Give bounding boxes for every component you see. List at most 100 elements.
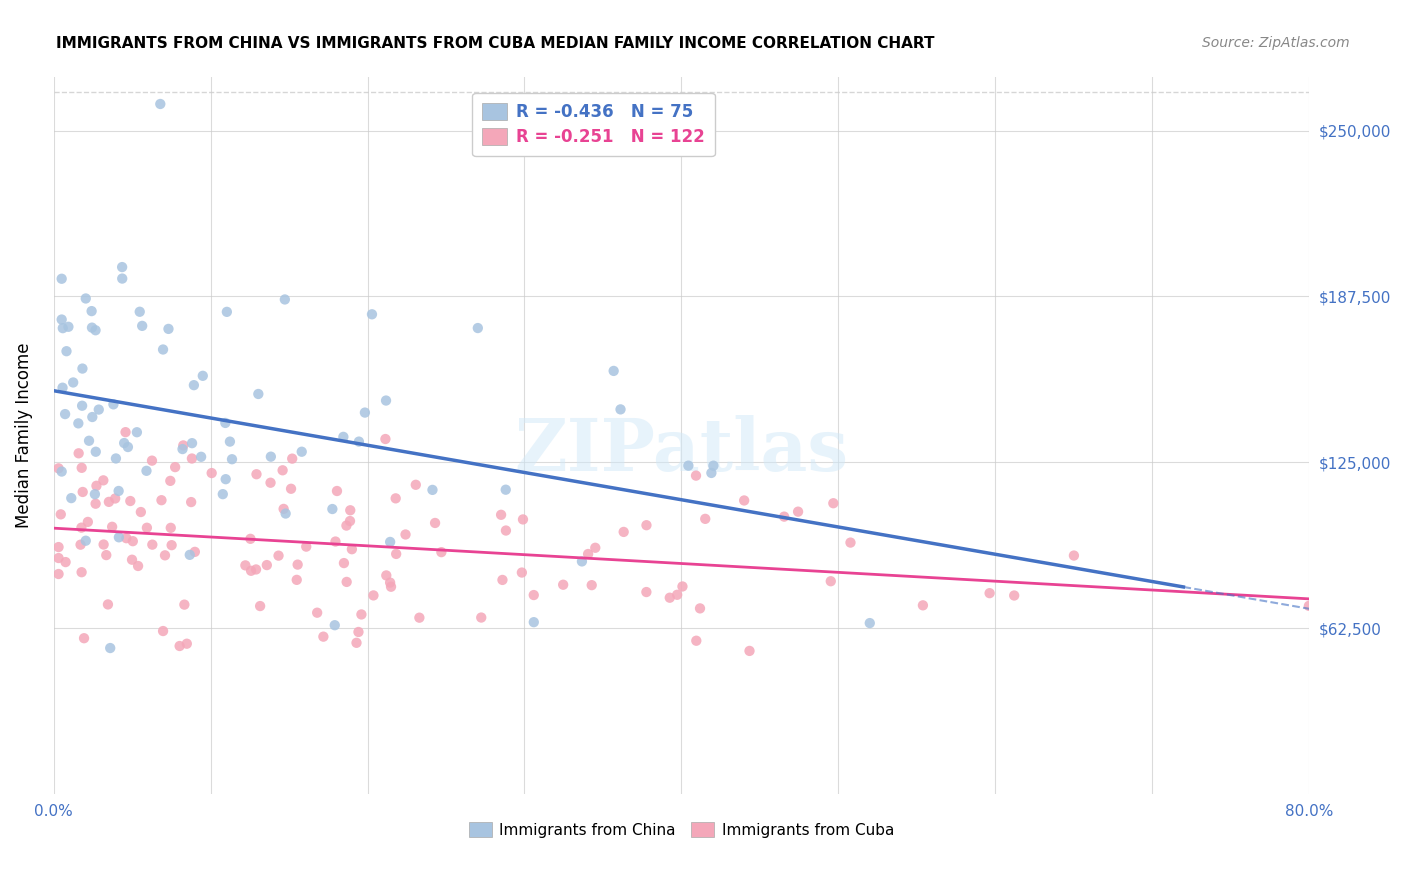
Immigrants from China: [181, 436, 204, 450]
Immigrants from Cuba: [245, 467, 267, 482]
Immigrants from Cuba: [121, 552, 143, 566]
Immigrants from China: [53, 407, 76, 421]
Immigrants from China: [571, 554, 593, 568]
Immigrants from Cuba: [685, 468, 707, 483]
Immigrants from Cuba: [160, 538, 183, 552]
Immigrants from China: [274, 293, 297, 307]
Immigrants from Cuba: [512, 512, 534, 526]
Immigrants from China: [172, 442, 194, 456]
Immigrants from China: [354, 406, 377, 420]
Immigrants from China: [107, 483, 129, 498]
Immigrants from Cuba: [773, 509, 796, 524]
Immigrants from China: [157, 322, 180, 336]
Immigrants from China: [51, 272, 73, 286]
Immigrants from China: [702, 458, 724, 473]
Immigrants from Cuba: [1002, 589, 1025, 603]
Immigrants from Cuba: [48, 567, 70, 582]
Immigrants from China: [215, 472, 238, 486]
Immigrants from Cuba: [489, 508, 512, 522]
Immigrants from Cuba: [495, 524, 517, 538]
Immigrants from Cuba: [135, 521, 157, 535]
Immigrants from Cuba: [48, 551, 70, 566]
Immigrants from Cuba: [287, 558, 309, 572]
Immigrants from Cuba: [375, 568, 398, 582]
Immigrants from China: [51, 312, 73, 326]
Immigrants from Cuba: [374, 432, 396, 446]
Immigrants from Cuba: [470, 610, 492, 624]
Immigrants from Cuba: [101, 520, 124, 534]
Immigrants from Cuba: [325, 534, 347, 549]
Immigrants from China: [60, 491, 83, 505]
Immigrants from China: [495, 483, 517, 497]
Immigrants from China: [75, 292, 97, 306]
Immigrants from Cuba: [48, 540, 70, 554]
Immigrants from China: [378, 535, 401, 549]
Immigrants from Cuba: [97, 598, 120, 612]
Text: IMMIGRANTS FROM CHINA VS IMMIGRANTS FROM CUBA MEDIAN FAMILY INCOME CORRELATION C: IMMIGRANTS FROM CHINA VS IMMIGRANTS FROM…: [56, 36, 935, 51]
Immigrants from China: [135, 464, 157, 478]
Immigrants from China: [111, 271, 134, 285]
Immigrants from Cuba: [201, 466, 224, 480]
Text: Source: ZipAtlas.com: Source: ZipAtlas.com: [1202, 36, 1350, 50]
Immigrants from China: [274, 507, 297, 521]
Immigrants from China: [125, 425, 148, 440]
Immigrants from China: [152, 343, 174, 357]
Immigrants from Cuba: [378, 575, 401, 590]
Immigrants from Cuba: [153, 549, 176, 563]
Immigrants from China: [678, 458, 700, 473]
Immigrants from China: [108, 530, 131, 544]
Immigrants from Cuba: [249, 599, 271, 613]
Immigrants from Cuba: [347, 624, 370, 639]
Immigrants from Cuba: [823, 496, 845, 510]
Immigrants from China: [859, 616, 882, 631]
Immigrants from Cuba: [787, 505, 810, 519]
Immigrants from China: [332, 430, 354, 444]
Immigrants from Cuba: [510, 566, 533, 580]
Immigrants from Cuba: [76, 515, 98, 529]
Immigrants from Cuba: [695, 512, 717, 526]
Immigrants from Cuba: [73, 631, 96, 645]
Immigrants from Cuba: [671, 579, 693, 593]
Immigrants from Cuba: [271, 463, 294, 477]
Immigrants from Cuba: [336, 574, 359, 589]
Immigrants from China: [128, 304, 150, 318]
Immigrants from China: [347, 434, 370, 449]
Immigrants from Cuba: [636, 585, 658, 599]
Immigrants from Cuba: [267, 549, 290, 563]
Immigrants from China: [67, 417, 90, 431]
Immigrants from China: [103, 397, 125, 411]
Immigrants from Cuba: [69, 538, 91, 552]
Immigrants from Cuba: [295, 540, 318, 554]
Immigrants from Cuba: [70, 460, 93, 475]
Immigrants from Cuba: [408, 610, 430, 624]
Immigrants from Cuba: [55, 555, 77, 569]
Immigrants from Cuba: [115, 531, 138, 545]
Immigrants from China: [87, 402, 110, 417]
Immigrants from Cuba: [84, 497, 107, 511]
Immigrants from Cuba: [159, 521, 181, 535]
Immigrants from Cuba: [394, 527, 416, 541]
Immigrants from Cuba: [658, 591, 681, 605]
Immigrants from Cuba: [385, 547, 408, 561]
Immigrants from Cuba: [72, 485, 94, 500]
Immigrants from Cuba: [70, 521, 93, 535]
Immigrants from China: [700, 466, 723, 480]
Immigrants from China: [215, 305, 238, 319]
Immigrants from Cuba: [86, 479, 108, 493]
Immigrants from Cuba: [576, 547, 599, 561]
Immigrants from China: [55, 344, 77, 359]
Immigrants from China: [191, 368, 214, 383]
Immigrants from Cuba: [159, 474, 181, 488]
Immigrants from Cuba: [312, 630, 335, 644]
Immigrants from Cuba: [1298, 599, 1320, 613]
Immigrants from Cuba: [141, 538, 163, 552]
Immigrants from Cuba: [380, 580, 402, 594]
Immigrants from China: [260, 450, 283, 464]
Immigrants from China: [323, 618, 346, 632]
Immigrants from China: [51, 465, 73, 479]
Immigrants from Cuba: [689, 601, 711, 615]
Immigrants from Cuba: [384, 491, 406, 506]
Immigrants from China: [80, 304, 103, 318]
Immigrants from Cuba: [911, 599, 934, 613]
Immigrants from China: [84, 444, 107, 458]
